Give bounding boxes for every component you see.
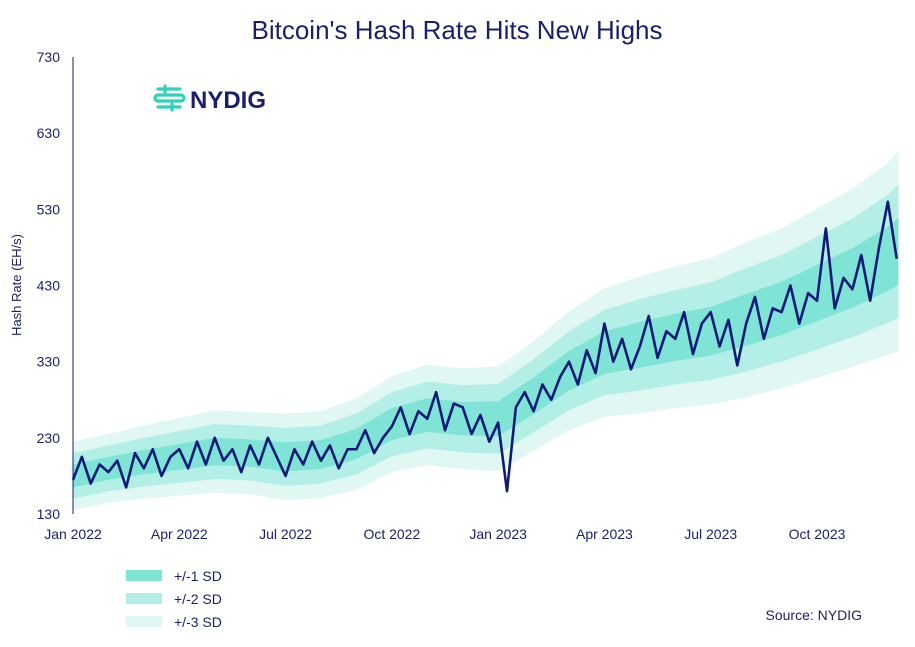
chart-title: Bitcoin's Hash Rate Hits New Highs (252, 15, 663, 45)
x-tick-label: Apr 2022 (151, 526, 208, 542)
x-tick-label: Oct 2022 (363, 526, 420, 542)
legend-swatch (126, 616, 162, 627)
x-ticks: Jan 2022 Apr 2022 Jul 2022 Oct 2022 Jan 2023… (44, 526, 845, 542)
legend-label: +/-2 SD (174, 591, 222, 607)
band-3sd (73, 150, 899, 511)
y-axis-label: Hash Rate (EH/s) (9, 234, 24, 336)
legend: +/-1 SD +/-2 SD +/-3 SD (126, 568, 222, 630)
y-ticks: 130 230 330 430 530 630 730 (37, 49, 61, 522)
sd-bands (73, 150, 899, 511)
y-tick-label: 630 (37, 125, 61, 141)
y-tick-label: 130 (37, 506, 61, 522)
y-tick-label: 230 (37, 430, 61, 446)
source-note: Source: NYDIG (766, 607, 862, 623)
nydig-logo-icon (153, 84, 186, 112)
y-tick-label: 530 (37, 201, 61, 217)
nydig-logo: NYDIG (153, 84, 266, 114)
x-tick-label: Jul 2023 (684, 526, 737, 542)
y-tick-label: 330 (37, 354, 61, 370)
legend-label: +/-3 SD (174, 614, 222, 630)
legend-label: +/-1 SD (174, 568, 222, 584)
x-tick-label: Apr 2023 (576, 526, 633, 542)
legend-swatch (126, 593, 162, 604)
x-tick-label: Oct 2023 (789, 526, 846, 542)
y-tick-label: 730 (37, 49, 61, 65)
y-tick-label: 430 (37, 278, 61, 294)
legend-swatch (126, 570, 162, 581)
x-tick-label: Jan 2022 (44, 526, 102, 542)
nydig-logo-text: NYDIG (190, 87, 266, 114)
x-tick-label: Jul 2022 (259, 526, 312, 542)
hash-rate-line (71, 200, 898, 493)
x-tick-label: Jan 2023 (469, 526, 527, 542)
